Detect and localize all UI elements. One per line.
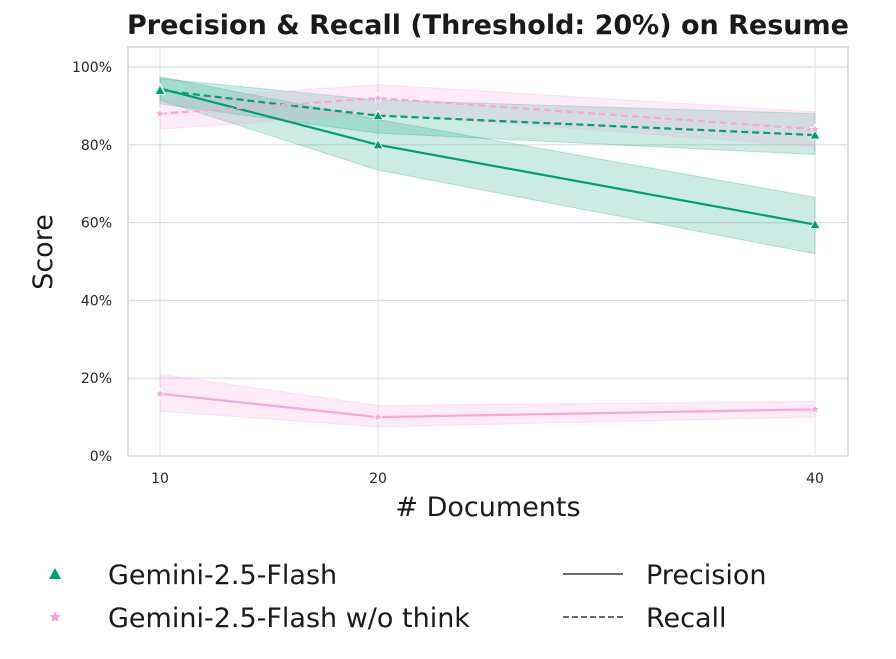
legend-marker-gemini-flash-no-think <box>49 611 61 622</box>
y-tick-label-4: 80% <box>81 138 112 154</box>
x-tick-label-0: 10 <box>151 471 169 487</box>
y-tick-label-1: 20% <box>81 371 112 387</box>
band-flash-no-think-precision <box>159 373 816 428</box>
x-axis-label: # Documents <box>395 492 580 523</box>
marker-flash-recall-1 <box>372 109 384 121</box>
y-tick-label-5: 100% <box>72 60 112 76</box>
line-flash-recall <box>159 89 816 137</box>
marker-flash-recall-2 <box>809 129 821 140</box>
x-tick-label-1: 20 <box>369 471 387 487</box>
legend-marker-gemini-flash <box>49 568 61 579</box>
marker-flash-precision-2 <box>809 218 821 229</box>
marker-flash-no-think-precision-0 <box>154 387 166 399</box>
marker-flash-no-think-precision-2 <box>809 403 821 415</box>
chart-title: Precision & Recall (Threshold: 20%) on R… <box>127 10 849 41</box>
x-tick-labels: 10 20 40 <box>151 471 824 487</box>
series-markers <box>154 82 821 422</box>
y-axis-label: Score <box>28 214 59 290</box>
band-flash-no-think-recall <box>159 84 816 148</box>
marker-flash-no-think-recall-0 <box>154 107 166 119</box>
legend-label-gemini-flash: Gemini-2.5-Flash <box>108 560 337 591</box>
marker-flash-no-think-recall-2 <box>809 123 821 135</box>
legend-label-precision: Precision <box>646 560 766 591</box>
legend-label-gemini-flash-no-think: Gemini-2.5-Flash w/o think <box>108 603 470 634</box>
marker-flash-precision-1 <box>372 138 384 150</box>
marker-flash-recall-0 <box>154 84 166 95</box>
y-tick-label-3: 60% <box>81 216 112 232</box>
x-tick-label-2: 40 <box>806 471 824 487</box>
y-tick-label-2: 40% <box>81 293 112 309</box>
marker-flash-no-think-recall-1 <box>372 92 384 104</box>
line-flash-no-think-recall <box>159 97 816 131</box>
plot-area <box>127 46 849 457</box>
marker-flash-no-think-precision-1 <box>372 411 384 422</box>
legend: Gemini-2.5-Flash Gemini-2.5-Flash w/o th… <box>49 560 766 634</box>
y-tick-label-0: 0% <box>90 449 112 465</box>
legend-label-recall: Recall <box>646 603 727 634</box>
y-tick-labels: 0% 20% 40% 60% 80% 100% <box>72 60 112 465</box>
